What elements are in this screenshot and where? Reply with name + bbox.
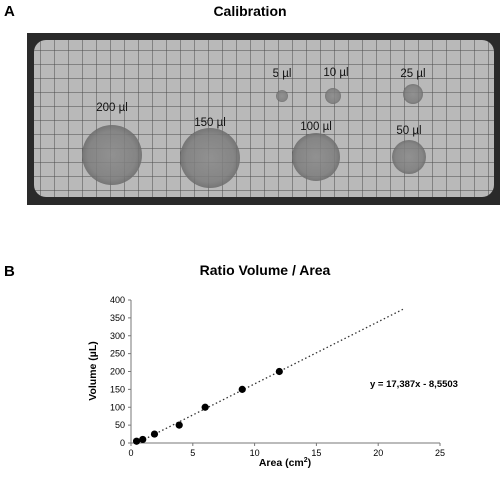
- spot-150ul: [180, 128, 240, 188]
- data-point: [132, 437, 141, 445]
- x-tick-label: 20: [373, 448, 383, 458]
- spots-layer: 200 µl 150 µl 100 µl 50 µl 25 µl 10 µl 5 µl: [82, 67, 426, 188]
- spot-label-150ul: 150 µl: [194, 117, 226, 129]
- x-ticks: 0 5 10 15 20 25: [128, 443, 445, 458]
- data-point: [175, 421, 183, 429]
- y-tick-label: 250: [110, 349, 125, 359]
- y-axis-label: Volume (µL): [87, 341, 99, 401]
- spot-50ul: [392, 140, 426, 174]
- spot-label-5ul: 5 µl: [273, 68, 292, 80]
- data-point: [201, 403, 209, 411]
- spot-5ul: [276, 90, 288, 102]
- x-tick-label: 25: [435, 448, 445, 458]
- spot-25ul: [403, 84, 423, 104]
- y-tick-label: 50: [115, 420, 125, 430]
- y-tick-label: 300: [110, 331, 125, 341]
- spot-10ul: [325, 88, 341, 104]
- y-ticks: 0 50 100 150 200 250 300 350 400: [110, 295, 131, 448]
- spot-label-10ul: 10 µl: [323, 67, 348, 79]
- calibration-photo: 200 µl 150 µl 100 µl 50 µl 25 µl 10 µl 5 µl: [27, 33, 500, 205]
- x-tick-label: 10: [250, 448, 260, 458]
- trend-equation: y = 17,387x - 8,5503: [370, 379, 458, 390]
- y-tick-label: 100: [110, 402, 125, 412]
- y-tick-label: 200: [110, 367, 125, 377]
- y-tick-label: 150: [110, 384, 125, 394]
- x-tick-label: 15: [311, 448, 321, 458]
- panel-b-letter: B: [4, 263, 15, 280]
- spot-label-100ul: 100 µl: [300, 121, 332, 133]
- spot-200ul: [82, 125, 142, 185]
- trendline: [136, 308, 404, 444]
- spot-label-50ul: 50 µl: [396, 125, 421, 137]
- x-axis-label-sup: 2: [304, 457, 308, 464]
- x-tick-label: 0: [128, 448, 133, 458]
- data-point: [139, 435, 147, 444]
- data-points: [132, 367, 283, 445]
- panel-a-title: Calibration: [213, 3, 287, 19]
- data-point: [275, 367, 283, 376]
- spot-label-25ul: 25 µl: [400, 68, 425, 80]
- data-point: [150, 430, 159, 438]
- spot-100ul: [292, 133, 340, 181]
- x-tick-label: 5: [190, 448, 195, 458]
- spot-label-200ul: 200 µl: [96, 102, 128, 114]
- chart-title: Ratio Volume / Area: [200, 262, 331, 278]
- x-axis-label: Area (cm2): [259, 457, 311, 469]
- panel-a-letter: A: [4, 3, 15, 20]
- y-tick-label: 400: [110, 295, 125, 305]
- y-tick-label: 350: [110, 313, 125, 323]
- y-tick-label: 0: [120, 438, 125, 448]
- data-point: [238, 385, 246, 393]
